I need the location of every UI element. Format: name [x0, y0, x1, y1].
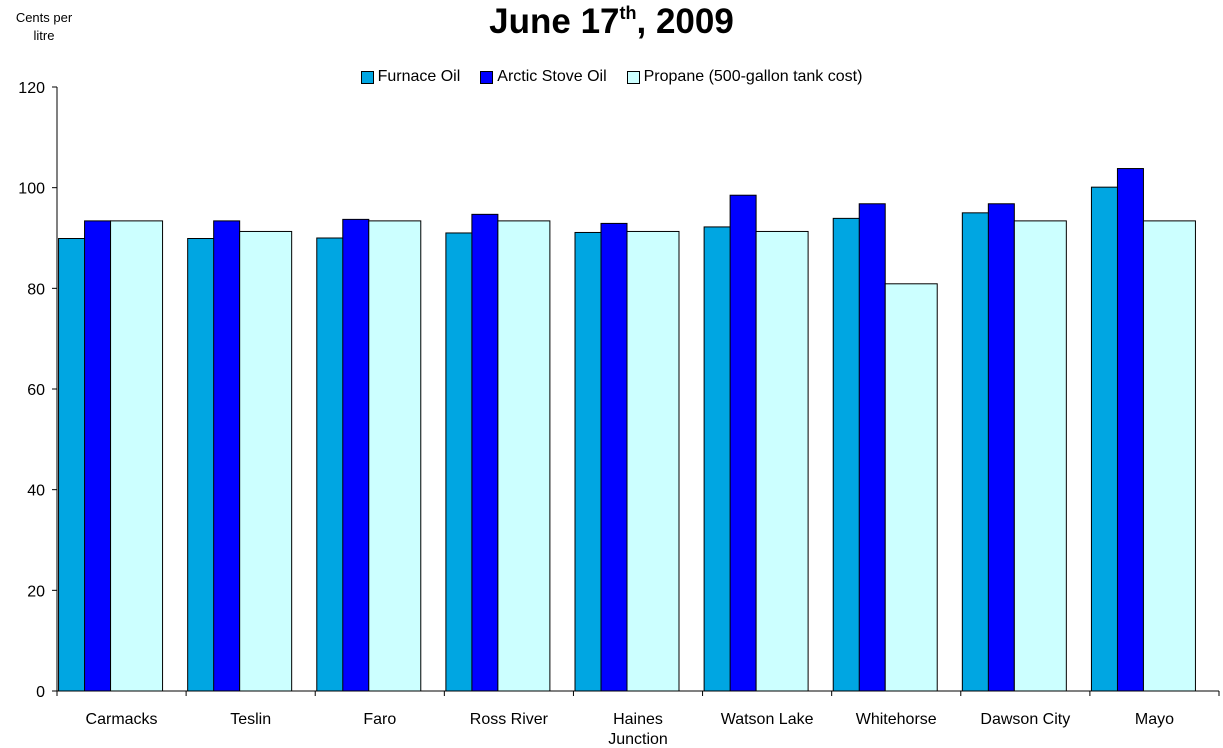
- legend: Furnace Oil Arctic Stove Oil Propane (500-…: [0, 67, 1223, 87]
- x-tick-label-line: Carmacks: [86, 711, 158, 728]
- bar-arctic-stove-oil-teslin: [213, 220, 241, 692]
- bars-group: [58, 168, 1196, 692]
- x-tick-label-line: Junction: [608, 731, 668, 748]
- bar-arctic-stove-oil-faro: [342, 218, 370, 692]
- axes-group: 0 20 40 60 80 100 120 Carmacks Teslin Faro Ross Ri…: [18, 80, 1220, 748]
- x-tick-label: Whitehorse: [856, 711, 937, 728]
- y-tick-label: 40: [27, 483, 45, 500]
- bar-propane-500-gallon-tank-cost-mayo: [1142, 220, 1196, 692]
- bar-arctic-stove-oil-carmacks: [84, 220, 112, 692]
- x-tick-label-line: Dawson City: [980, 711, 1070, 728]
- x-tick-label: Mayo: [1135, 711, 1174, 728]
- x-tick-label: Carmacks: [86, 711, 158, 728]
- bar-propane-500-gallon-tank-cost-whitehorse: [884, 283, 938, 692]
- y-axis-title-text: Cents per litre: [15, 10, 73, 43]
- bar-arctic-stove-oil-ross-river: [471, 213, 499, 692]
- x-tick-label: Ross River: [470, 711, 549, 728]
- bar-furnace-oil-teslin: [187, 238, 219, 692]
- legend-swatch: [480, 70, 494, 84]
- legend-label: Furnace Oil: [377, 68, 461, 85]
- bar-arctic-stove-oil-haines-junction: [600, 222, 628, 692]
- bar-propane-500-gallon-tank-cost-teslin: [239, 230, 293, 692]
- bar-propane-500-gallon-tank-cost-dawson-city: [1013, 220, 1067, 692]
- x-tick-label-line: Mayo: [1135, 711, 1174, 728]
- bar-furnace-oil-faro: [316, 237, 348, 692]
- x-tick-label: Faro: [363, 711, 396, 728]
- x-tick-label: Teslin: [230, 711, 271, 728]
- y-tick-label: 80: [27, 281, 45, 298]
- bar-furnace-oil-dawson-city: [961, 212, 993, 692]
- bar-arctic-stove-oil-whitehorse: [858, 203, 886, 692]
- bar-propane-500-gallon-tank-cost-ross-river: [497, 220, 551, 692]
- chart-title-superscript: th: [619, 3, 637, 23]
- chart-title: June 17th, 2009: [0, 2, 1223, 42]
- bar-arctic-stove-oil-mayo: [1116, 168, 1144, 692]
- bar-arctic-stove-oil-watson-lake: [729, 194, 757, 692]
- bar-propane-500-gallon-tank-cost-haines-junction: [626, 230, 680, 692]
- legend-item: Propane (500-gallon tank cost): [626, 67, 863, 87]
- x-tick-label: Watson Lake: [721, 711, 814, 728]
- x-tick-label: Haines Junction: [608, 711, 668, 748]
- x-tick-label-line: Watson Lake: [721, 711, 814, 728]
- legend-item: Furnace Oil: [360, 67, 461, 87]
- x-tick-label-line: Haines: [613, 711, 663, 728]
- y-tick-label: 0: [36, 684, 45, 701]
- y-tick-label: 20: [27, 583, 45, 600]
- x-tick-label-line: Faro: [363, 711, 396, 728]
- x-tick-label: Dawson City: [980, 711, 1070, 728]
- bar-propane-500-gallon-tank-cost-carmacks: [110, 220, 164, 692]
- chart-title-suffix: , 2009: [636, 2, 734, 41]
- x-tick-label-line: Teslin: [230, 711, 271, 728]
- x-tick-label-line: Whitehorse: [856, 711, 937, 728]
- legend-label: Arctic Stove Oil: [497, 68, 607, 85]
- chart-title-main: June 17: [489, 2, 620, 41]
- legend-swatch: [360, 70, 374, 84]
- legend-item: Arctic Stove Oil: [480, 67, 607, 87]
- y-tick-label: 100: [18, 181, 45, 198]
- bar-furnace-oil-carmacks: [58, 238, 90, 692]
- legend-swatch: [626, 70, 640, 84]
- bar-propane-500-gallon-tank-cost-watson-lake: [755, 230, 809, 692]
- legend-label: Propane (500-gallon tank cost): [643, 68, 863, 85]
- y-axis-title: Cents per litre: [0, 9, 88, 45]
- y-tick-label: 60: [27, 382, 45, 399]
- x-tick-label-line: Ross River: [470, 711, 549, 728]
- y-tick-label: 120: [18, 80, 45, 97]
- bar-arctic-stove-oil-dawson-city: [987, 203, 1015, 692]
- bar-furnace-oil-watson-lake: [703, 226, 735, 692]
- bar-propane-500-gallon-tank-cost-faro: [368, 220, 422, 692]
